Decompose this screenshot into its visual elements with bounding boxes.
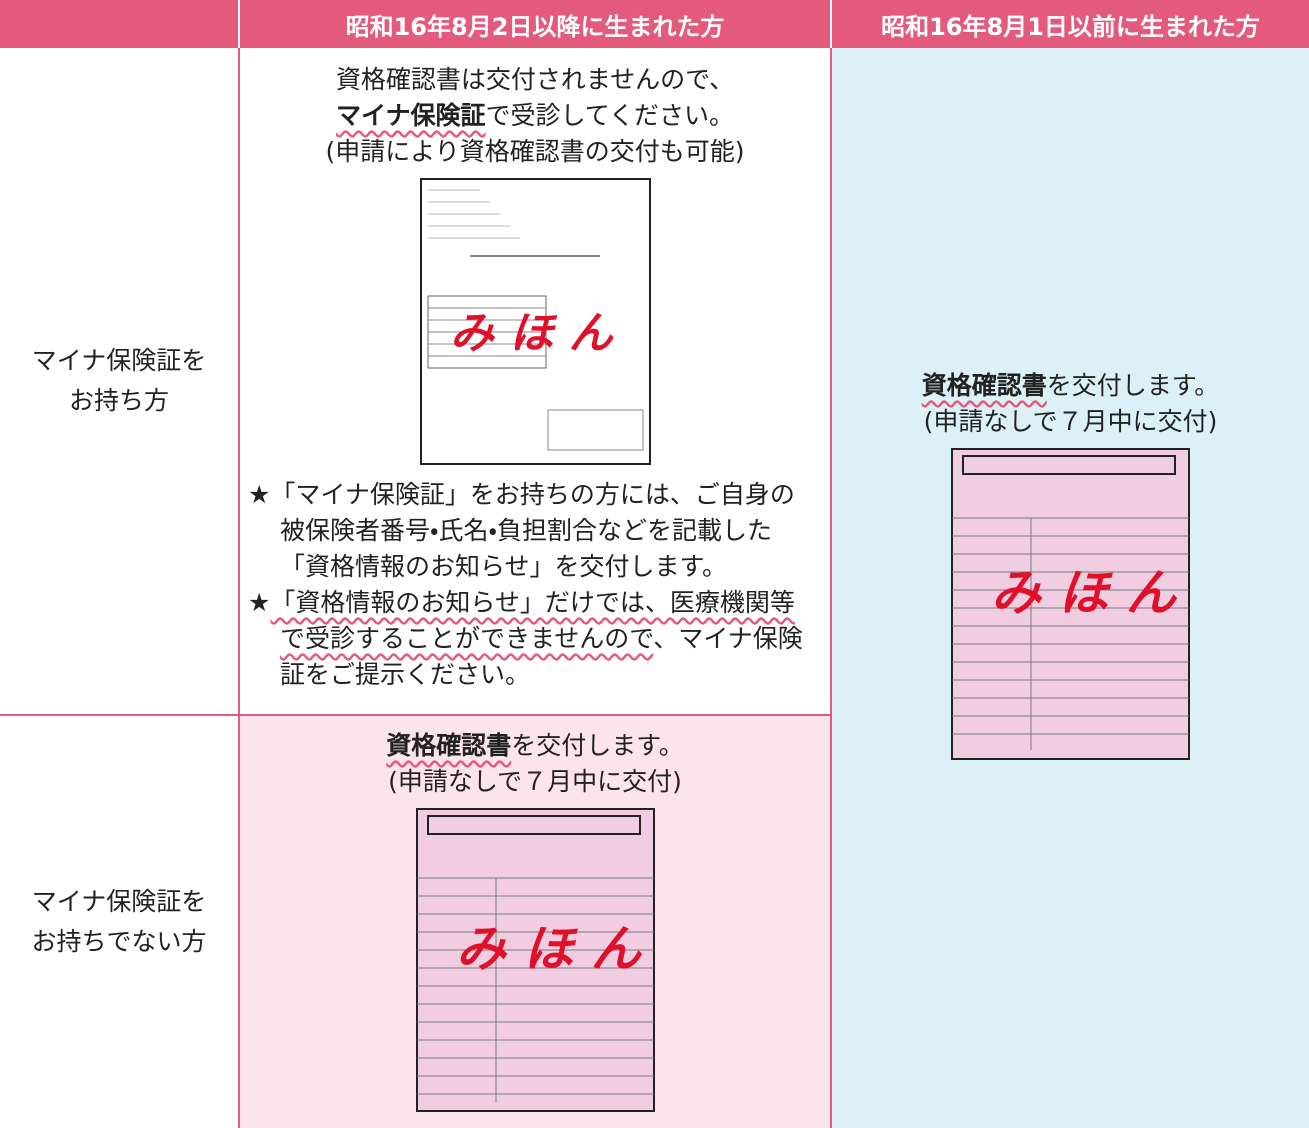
text: マイナ保険証で受診してください。 xyxy=(240,98,830,134)
header-cell: 昭和16年8月1日以前に生まれた方 xyxy=(832,0,1309,48)
bullet: ★「マイナ保険証」をお持ちの方には、ご自身の被保険者番号・氏名・負担割合などを記… xyxy=(248,477,812,585)
row-label: マイナ保険証を お持ちでない方 xyxy=(0,716,240,1128)
label-line: お持ちでない方 xyxy=(31,927,207,956)
shape xyxy=(426,815,641,835)
note: (申請なしで７月中に交付) xyxy=(388,767,682,796)
sample-card: み ほ ん xyxy=(951,448,1190,760)
cell: 資格確認書は交付されませんので、 マイナ保険証で受診してください。 (申請により… xyxy=(240,48,832,716)
bullets: ★「マイナ保険証」をお持ちの方には、ご自身の被保険者番号・氏名・負担割合などを記… xyxy=(240,465,830,693)
text: で受診してください。 xyxy=(485,101,735,130)
sample-document: み ほ ん xyxy=(419,178,651,465)
text: 資格確認書を交付します。 xyxy=(832,368,1309,404)
stamp: み ほ ん xyxy=(456,920,643,978)
shape xyxy=(962,455,1176,475)
shape xyxy=(547,409,643,451)
stamp: み ほ ん xyxy=(991,564,1178,622)
emphasis: 資格確認書 xyxy=(386,731,512,760)
bullet-mark: ★ xyxy=(248,480,271,509)
text: 資格確認書を交付します。 xyxy=(240,728,830,764)
note: (申請により資格確認書の交付も可能) xyxy=(325,137,745,166)
header-cell: 昭和16年8月2日以降に生まれた方 xyxy=(240,0,832,48)
shape xyxy=(951,448,1190,760)
label-line: マイナ保険証を xyxy=(31,887,207,916)
label-line: お持ち方 xyxy=(68,386,169,415)
bullet-mark: ★ xyxy=(248,588,271,617)
stamp: み ほ ん xyxy=(450,308,615,359)
emphasis: マイナ保険証 xyxy=(335,101,486,130)
emphasis: 資格確認書 xyxy=(921,371,1047,400)
shape xyxy=(415,808,655,1112)
row-label: マイナ保険証を お持ち方 xyxy=(0,48,240,716)
text: 資格確認書は交付されませんので、 xyxy=(335,65,735,94)
cell: 資格確認書を交付します。 (申請なしで７月中に交付) み ほ ん xyxy=(832,48,1309,1128)
bullet: ★「資格情報のお知らせ」だけでは、医療機関等で受診することができませんので、マイ… xyxy=(248,585,812,693)
cell: 資格確認書を交付します。 (申請なしで７月中に交付) み ほ ん xyxy=(240,716,832,1128)
text: 「マイナ保険証」をお持ちの方には、ご自身の被保険者番号・氏名・負担割合などを記載… xyxy=(270,480,795,581)
sample-card: み ほ ん xyxy=(415,808,655,1112)
label-line: マイナ保険証を xyxy=(31,346,207,375)
text: を交付します。 xyxy=(511,731,684,760)
text: 、マイナ保険証をご提示ください。 xyxy=(280,624,803,689)
header-blank xyxy=(0,0,240,48)
note: (申請なしで７月中に交付) xyxy=(923,407,1218,436)
text: を交付します。 xyxy=(1046,371,1220,400)
text: 「資格情報のお知らせ」だけでは、医療機関等で受診することができませんので xyxy=(270,588,795,653)
